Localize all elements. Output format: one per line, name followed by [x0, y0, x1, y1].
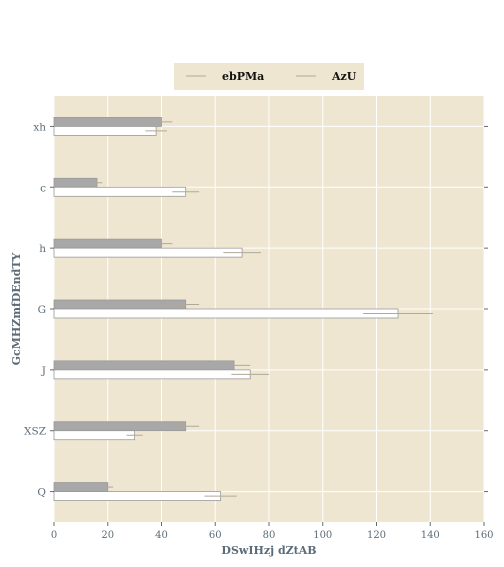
bar-ebPMa-Q	[53, 482, 109, 492]
bars	[53, 117, 433, 501]
x-tick-label: 80	[263, 530, 276, 541]
x-tick-label: 160	[474, 530, 493, 541]
legend: ebPMa AzU	[174, 63, 364, 90]
x-tick-label: 140	[421, 530, 440, 541]
legend-label-AzU: AzU	[331, 70, 357, 83]
category-label: c	[40, 182, 46, 194]
bar-ebPMa-c	[53, 177, 98, 188]
category-label: Q	[37, 487, 46, 499]
bar-ebPMa-h	[53, 238, 162, 249]
category-label: J	[41, 365, 46, 377]
bar-ebPMa-G	[53, 299, 187, 310]
x-tick-label: 20	[101, 530, 114, 541]
bar-AzU-xh	[53, 126, 157, 136]
bar-AzU-XSZ	[53, 430, 136, 441]
axes: 0 20 40 60 80 100 120 140 160 xh c h G J XSZ Q	[24, 121, 494, 541]
x-tick-label: 120	[367, 530, 386, 541]
x-axis-title: DSwIHzj dZtAB	[221, 544, 316, 557]
grid-lines	[53, 96, 485, 522]
x-tick-label: 40	[155, 530, 168, 541]
bar-AzU-h	[53, 247, 243, 258]
legend-label-ebPMa: ebPMa	[222, 70, 264, 83]
bar-AzU-Q	[53, 491, 222, 501]
x-tick-label: 60	[209, 530, 222, 541]
bar-AzU-c	[53, 186, 187, 197]
x-tick-label: 100	[313, 530, 332, 541]
bar-ebPMa-J	[53, 360, 235, 371]
bar-AzU-J	[53, 369, 251, 380]
y-axis-title: GcMHZmfDEndTY	[10, 252, 23, 365]
category-label: xh	[33, 121, 46, 133]
category-label: XSZ	[24, 426, 46, 438]
bar-ebPMa-XSZ	[53, 421, 187, 432]
x-tick-label: 0	[51, 530, 57, 541]
bar-AzU-G	[53, 308, 399, 319]
category-label: h	[39, 243, 46, 255]
bar-ebPMa-xh	[53, 117, 162, 127]
category-label: G	[38, 304, 46, 316]
